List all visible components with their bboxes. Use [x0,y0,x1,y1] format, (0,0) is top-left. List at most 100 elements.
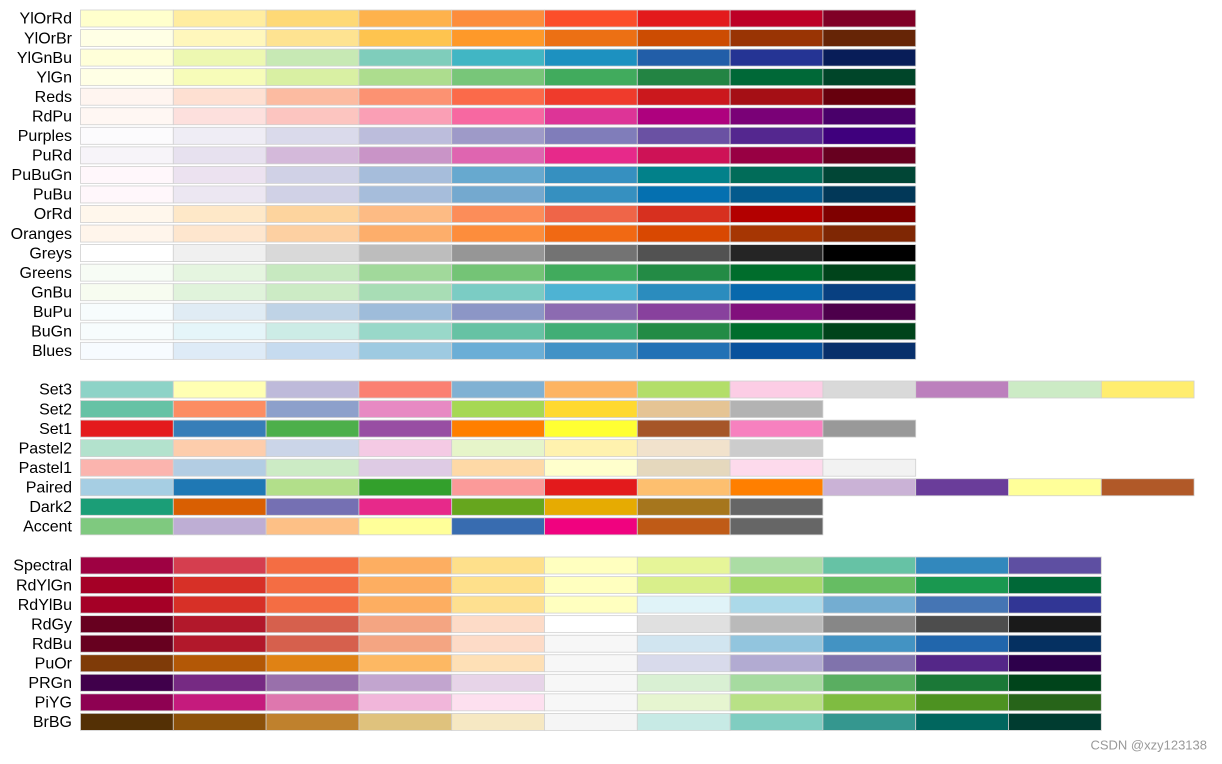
palette-name: YlOrBr [24,30,73,47]
color-swatch [729,478,824,497]
color-swatch [172,576,267,594]
color-swatch [636,87,731,106]
color-swatch [729,29,824,47]
palette-name: RdBu [32,636,72,653]
color-swatch [451,595,545,614]
color-swatch [729,400,824,418]
color-swatch [451,654,545,673]
color-swatch [636,146,731,165]
color-swatch [822,244,917,263]
color-swatch [265,322,360,341]
color-swatch [358,634,453,653]
color-swatch [915,478,1009,497]
color-swatch [729,419,824,438]
color-swatch [544,439,638,458]
color-swatch [265,654,360,673]
color-swatch [636,9,731,28]
color-swatch [358,146,453,165]
color-swatch [451,9,545,28]
color-swatch [636,107,731,126]
color-swatch [915,654,1009,673]
color-swatch [729,341,824,360]
color-swatch [544,380,638,399]
palette-name: Set3 [39,382,72,399]
color-swatch [636,713,731,731]
color-swatch [172,205,267,223]
color-swatch [544,87,638,106]
color-swatch [451,205,545,223]
color-swatch [451,87,545,106]
color-swatch [1008,595,1102,614]
color-swatch [265,224,360,243]
color-swatch [1100,380,1195,399]
color-swatch [822,713,917,731]
color-swatch [544,263,638,282]
color-swatch [544,713,638,731]
color-swatch [80,29,174,47]
color-swatch [636,615,731,634]
color-swatch [358,341,453,360]
color-swatch [544,497,638,516]
color-swatch [172,185,267,204]
color-swatch [451,673,545,692]
color-swatch [822,595,917,614]
color-swatch [544,478,638,497]
color-swatch [80,693,174,712]
color-swatch [915,380,1009,399]
color-swatch [172,68,267,87]
color-swatch [451,380,545,399]
color-swatch [265,48,360,67]
color-swatch [451,458,545,477]
color-swatch [729,224,824,243]
watermark: CSDN @xzy123138 [1090,737,1207,752]
color-swatch [544,419,638,438]
palette-name: OrRd [34,206,72,223]
color-swatch [915,615,1009,634]
color-swatch [265,185,360,204]
palette-name: YlOrRd [20,11,72,28]
color-swatch [451,556,545,575]
color-swatch [729,556,824,575]
color-swatch [172,341,267,360]
color-swatch [729,615,824,634]
palette-name: PRGn [28,675,72,692]
color-swatch [358,165,453,184]
color-swatch [80,126,174,145]
color-swatch [544,615,638,634]
color-swatch [451,165,545,184]
color-swatch [358,595,453,614]
color-swatch [729,654,824,673]
color-swatch [172,126,267,145]
color-swatch [80,419,174,438]
color-swatch [451,478,545,497]
color-swatch [172,107,267,126]
color-swatch [358,497,453,516]
color-swatch [822,419,917,438]
color-swatch [265,380,360,399]
color-swatch [358,576,453,594]
color-swatch [822,634,917,653]
color-swatch [265,263,360,282]
color-swatch [172,693,267,712]
color-swatch [265,9,360,28]
color-swatch [636,517,731,536]
color-swatch [1100,478,1195,497]
color-swatch [265,400,360,418]
palette-name: PuBu [33,187,72,204]
color-swatch [80,341,174,360]
color-swatch [358,87,453,106]
color-swatch [729,517,824,536]
color-swatch [80,497,174,516]
palette-name: BuGn [31,324,72,341]
color-swatch [358,615,453,634]
color-swatch [265,713,360,731]
color-swatch [636,400,731,418]
color-swatch [451,146,545,165]
color-swatch [80,185,174,204]
color-swatch [172,263,267,282]
color-swatch [265,576,360,594]
color-swatch [172,634,267,653]
color-swatch [1008,673,1102,692]
color-swatch [265,693,360,712]
